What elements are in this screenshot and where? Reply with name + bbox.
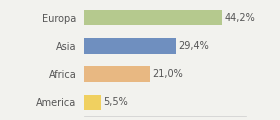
Text: 29,4%: 29,4% [178,41,209,51]
Text: 5,5%: 5,5% [104,97,129,107]
Text: 21,0%: 21,0% [152,69,183,79]
Bar [84,66,150,82]
Bar [84,38,176,54]
Bar [84,95,101,110]
Text: 44,2%: 44,2% [225,13,255,23]
Bar [84,10,222,25]
